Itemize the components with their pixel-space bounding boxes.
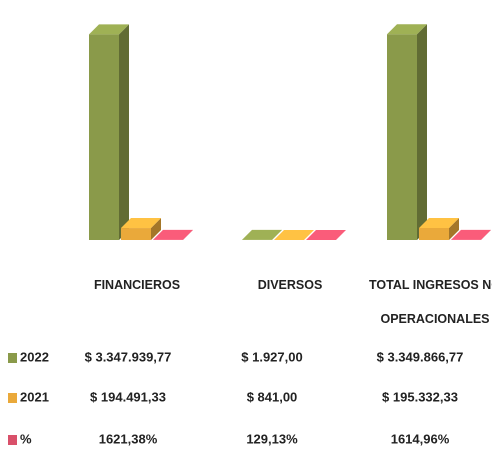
bar-top — [419, 218, 459, 229]
legend-label: 2021 — [20, 389, 49, 404]
bar — [153, 229, 193, 240]
bar — [387, 24, 427, 240]
bar-side — [417, 24, 427, 240]
bar-top — [306, 229, 346, 240]
bar-top — [89, 24, 129, 35]
bar-side — [183, 229, 193, 240]
category-label: TOTAL INGRESOS NO OPERACIONALES — [369, 278, 492, 326]
bar-side — [151, 218, 161, 240]
bar — [306, 229, 346, 240]
legend-swatch — [8, 393, 17, 403]
value-label: 1614,96% — [391, 431, 450, 446]
bar — [274, 229, 314, 240]
bar-side — [449, 218, 459, 240]
bar-front — [89, 34, 119, 240]
value-label: $ 194.491,33 — [90, 389, 166, 404]
bar-top — [451, 229, 491, 240]
bar — [451, 229, 491, 240]
legend-label: 2022 — [20, 349, 49, 364]
bar-top — [242, 229, 282, 240]
value-label: $ 195.332,33 — [382, 389, 458, 404]
bar-side — [304, 229, 314, 240]
bar-side — [272, 229, 282, 240]
category-label-box: DIVERSOS — [257, 278, 323, 292]
category-label-box: FINANCIEROS — [93, 278, 181, 292]
value-label: $ 3.349.866,77 — [377, 349, 464, 364]
bar-top — [274, 229, 314, 240]
category-label: FINANCIEROS — [93, 278, 181, 292]
bar-front — [419, 228, 449, 240]
bar-side — [119, 24, 129, 240]
bar-top — [121, 218, 161, 229]
bar-top — [153, 229, 193, 240]
category-label-box: TOTAL INGRESOS NO OPERACIONALES — [369, 278, 492, 326]
bar — [419, 218, 459, 240]
value-label: $ 1.927,00 — [241, 349, 302, 364]
bar — [242, 229, 282, 240]
legend-swatch — [8, 435, 17, 445]
legend-label: % — [20, 431, 32, 446]
category-label: DIVERSOS — [257, 278, 323, 292]
bar-side — [336, 229, 346, 240]
bar-front — [387, 34, 417, 240]
legend-swatch — [8, 353, 17, 363]
value-label: 129,13% — [246, 431, 298, 446]
value-label: 1621,38% — [99, 431, 158, 446]
bar — [89, 24, 129, 240]
bar — [121, 218, 161, 240]
bar-side — [481, 229, 491, 240]
bar-top — [387, 24, 427, 35]
value-label: $ 841,00 — [247, 389, 298, 404]
bar-front — [121, 228, 151, 240]
value-label: $ 3.347.939,77 — [85, 349, 172, 364]
